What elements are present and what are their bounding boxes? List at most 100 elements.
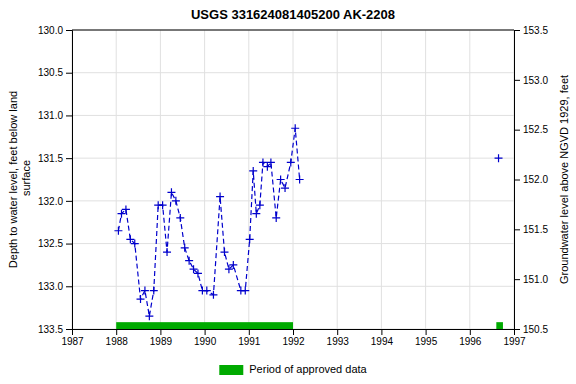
tick: 131.5: [38, 153, 72, 164]
series-marker: [495, 154, 503, 162]
tick-label: 152.5: [523, 124, 548, 135]
series-marker: [249, 167, 257, 175]
axis-line: [66, 31, 73, 330]
grid-line-x: [337, 30, 338, 329]
tick: 130.5: [38, 67, 72, 78]
title: USGS 331624081405200 AK-2208: [191, 7, 395, 22]
tick: 1991: [238, 329, 261, 347]
series-marker: [194, 269, 202, 277]
tick: 133.5: [38, 324, 72, 335]
series-marker: [126, 235, 134, 243]
series-marker: [137, 295, 145, 303]
tick: 1988: [106, 329, 129, 347]
tick-mark: [514, 279, 520, 280]
grid-line-y: [72, 200, 514, 201]
tick-mark: [66, 244, 72, 245]
frame-top: [72, 30, 514, 31]
grid-line-y: [72, 286, 514, 287]
legend: Period of approved data: [219, 363, 367, 375]
grid: [72, 30, 514, 329]
tick-mark: [66, 286, 72, 287]
tick-label: 1997: [503, 336, 526, 347]
x-axis: 1987 1988 1989 1990 1991 1992 1993 1994 1995 1996…: [61, 329, 526, 347]
tick-mark: [514, 80, 520, 81]
series-marker: [287, 158, 295, 166]
tick: 153.0: [514, 75, 548, 86]
tick: 1995: [415, 329, 438, 347]
tick-label: 130.5: [38, 67, 63, 78]
series-marker: [225, 265, 233, 273]
series-marker: [246, 235, 254, 243]
series-marker: [172, 197, 180, 205]
y-axis-label: Depth to water level, feet below land su…: [7, 91, 32, 268]
grid-line-x: [425, 30, 426, 329]
series-marker: [277, 176, 285, 184]
series-marker: [131, 240, 139, 248]
series-marker: [141, 287, 149, 295]
tick-label: 131.0: [38, 110, 63, 121]
series-marker: [150, 287, 158, 295]
tick: 133.0: [38, 281, 72, 292]
y-axis-label-line: Depth to water level, feet below land: [7, 91, 19, 268]
series-marker: [241, 287, 249, 295]
tick-label: 133.5: [38, 324, 63, 335]
tick-mark: [66, 158, 72, 159]
tick-label: 1990: [194, 336, 217, 347]
tick-mark: [514, 130, 520, 131]
series-marker: [229, 261, 237, 269]
tick-mark: [66, 115, 72, 116]
series-marker: [185, 257, 193, 265]
tick-mark: [293, 329, 294, 335]
tick: 1989: [150, 329, 173, 347]
grid-line-y: [72, 158, 514, 159]
plot-area: 1987 1988 1989 1990 1991 1992 1993 1994 1995 1996…: [7, 25, 570, 347]
tick-label: 1991: [238, 336, 261, 347]
tick-label: 152.0: [523, 174, 548, 185]
tick-mark: [381, 329, 382, 335]
axis-line: [73, 330, 515, 336]
tick: 152.0: [514, 174, 548, 185]
tick: 152.5: [514, 124, 548, 135]
tick-label: 1992: [282, 336, 305, 347]
tick-label: 150.5: [523, 324, 548, 335]
series-marker: [259, 158, 267, 166]
y-axis: 130.0130.5131.0131.5132.0132.5133.0133.5: [38, 25, 73, 335]
y-axis-label-line: surface: [20, 160, 32, 199]
tick-mark: [205, 329, 206, 335]
series-marker: [159, 201, 167, 209]
series-marker: [220, 248, 228, 256]
tick-mark: [514, 329, 520, 330]
series-marker: [190, 265, 198, 273]
tick-label: 153.0: [523, 75, 548, 86]
tick: 1987: [61, 329, 84, 347]
tick: 1994: [371, 329, 394, 347]
tick-label: 1987: [61, 336, 84, 347]
tick-mark: [337, 329, 338, 335]
tick-label: 1988: [106, 336, 129, 347]
series-marker: [263, 163, 271, 171]
series-marker: [252, 210, 260, 218]
series-marker: [122, 205, 130, 213]
tick-mark: [470, 329, 471, 335]
tick-mark: [66, 329, 72, 330]
series-marker: [267, 158, 275, 166]
tick-label: 132.5: [38, 238, 63, 249]
tick: 1990: [194, 329, 217, 347]
tick-mark: [426, 329, 427, 335]
tick: 151.0: [514, 274, 548, 285]
grid-line-x: [160, 30, 161, 329]
tick-label: 1995: [415, 336, 438, 347]
approved-period: [116, 322, 293, 329]
tick-label: 131.5: [38, 153, 63, 164]
series-marker: [118, 210, 126, 218]
grid-line-x: [381, 30, 382, 329]
tick-mark: [66, 30, 72, 31]
marks: [114, 124, 503, 329]
grid-line-x: [116, 30, 117, 329]
tick-mark: [66, 73, 72, 74]
tick: 1993: [327, 329, 350, 347]
series-marker: [114, 227, 122, 235]
tick-label: 1996: [459, 336, 482, 347]
series-marker: [272, 214, 280, 222]
tick-label: 133.0: [38, 281, 63, 292]
